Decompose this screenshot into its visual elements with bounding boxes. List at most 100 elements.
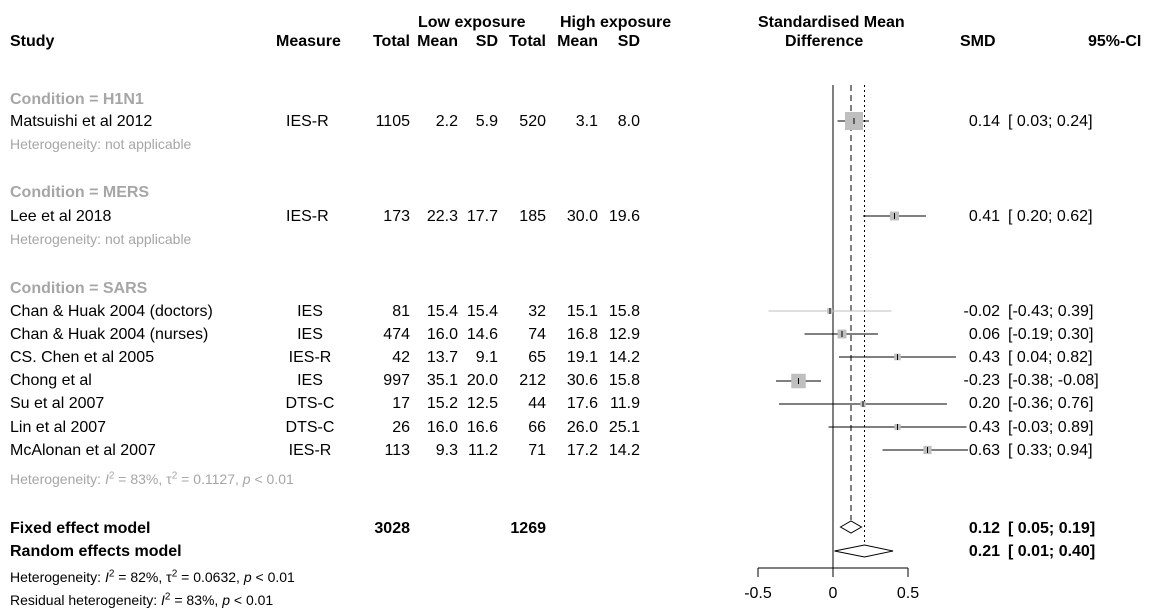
- study-ci: [-0.43; 0.39]: [1008, 303, 1094, 320]
- smd-title-line1: Standardised Mean: [758, 14, 905, 31]
- study-mean-low: 16.0: [426, 419, 458, 436]
- smd-header: SMD: [960, 33, 996, 50]
- high-exposure-header: High exposure: [560, 14, 672, 31]
- overall-heterogeneity: Heterogeneity: I2 = 82%, τ2 = 0.0632, p …: [10, 568, 295, 585]
- group-label-mers: Condition = MERS: [10, 184, 150, 201]
- study-ci: [-0.36; 0.76]: [1008, 395, 1094, 412]
- study-measure: IES-R: [288, 349, 332, 366]
- study-sd-low: 14.6: [466, 326, 498, 343]
- ci-header: 95%-CI: [1088, 33, 1142, 50]
- study-sd-low: 20.0: [466, 372, 498, 389]
- study-total-high: 520: [519, 113, 546, 130]
- study-total-low: 173: [383, 208, 410, 225]
- study-sd-high: 14.2: [608, 349, 640, 366]
- group-label-sars: Condition = SARS: [10, 280, 148, 297]
- study-mean-low: 15.4: [426, 303, 458, 320]
- study-ci: [ 0.33; 0.94]: [1008, 442, 1093, 459]
- study-total-low: 26: [392, 419, 410, 436]
- study-mean-low: 9.3: [435, 442, 458, 459]
- study-sd-low: 9.1: [475, 349, 498, 366]
- study-mean-low: 22.3: [426, 208, 458, 225]
- study-total-low: 474: [383, 326, 410, 343]
- study-name: Lin et al 2007: [10, 419, 107, 436]
- study-mean-high: 30.0: [566, 208, 598, 225]
- heterogeneity-mers: Heterogeneity: not applicable: [10, 231, 192, 247]
- fixed-total-low: 3028: [374, 520, 410, 537]
- study-smd: -0.02: [963, 303, 1000, 320]
- study-sd-high: 14.2: [608, 442, 640, 459]
- study-sd-low: 16.6: [466, 419, 498, 436]
- study-total-high: 185: [519, 208, 546, 225]
- sd-header-low: SD: [475, 33, 498, 50]
- study-measure: IES-R: [286, 113, 329, 130]
- mean-header-low: Mean: [417, 33, 458, 50]
- study-smd: 0.63: [968, 442, 1000, 459]
- study-name: CS. Chen et al 2005: [10, 349, 155, 366]
- study-total-high: 65: [528, 349, 546, 366]
- study-mean-high: 15.1: [566, 303, 598, 320]
- study-total-low: 997: [383, 372, 410, 389]
- study-total-low: 1105: [375, 113, 410, 130]
- study-name: Chong et al: [10, 372, 92, 389]
- study-smd: 0.14: [968, 113, 1000, 130]
- study-total-low: 81: [392, 303, 410, 320]
- study-measure: DTS-C: [285, 395, 335, 412]
- study-mean-low: 16.0: [426, 326, 458, 343]
- study-sd-high: 19.6: [608, 208, 640, 225]
- fixed-effect-label: Fixed effect model: [10, 520, 151, 537]
- fixed-ci: [ 0.05; 0.19]: [1008, 520, 1096, 537]
- study-measure: IES: [297, 303, 323, 320]
- study-smd: 0.20: [968, 395, 1000, 412]
- mean-header-high: Mean: [557, 33, 598, 50]
- study-sd-high: 15.8: [608, 372, 640, 389]
- study-total-high: 32: [528, 303, 546, 320]
- study-total-high: 212: [519, 372, 546, 389]
- study-ci: [-0.38; -0.08]: [1008, 372, 1099, 389]
- study-total-high: 71: [528, 442, 546, 459]
- fixed-total-high: 1269: [510, 520, 546, 537]
- study-header: Study: [10, 33, 55, 50]
- study-mean-low: 15.2: [426, 395, 458, 412]
- x-tick-label: 0.5: [897, 585, 919, 602]
- low-exposure-header: Low exposure: [418, 14, 526, 31]
- study-sd-low: 5.9: [475, 113, 498, 130]
- study-name: Chan & Huak 2004 (nurses): [10, 326, 209, 343]
- study-mean-high: 17.6: [566, 395, 598, 412]
- study-sd-low: 12.5: [466, 395, 498, 412]
- study-sd-low: 11.2: [468, 442, 498, 459]
- study-total-high: 74: [528, 326, 546, 343]
- study-measure: DTS-C: [285, 419, 335, 436]
- x-tick-label: 0: [829, 585, 838, 602]
- x-tick-label: -0.5: [744, 585, 772, 602]
- random-smd: 0.21: [968, 543, 1000, 560]
- random-diamond: [834, 544, 894, 558]
- heterogeneity-sars: Heterogeneity: I2 = 83%, τ2 = 0.1127, p …: [10, 470, 294, 487]
- study-sd-high: 15.8: [608, 303, 640, 320]
- study-measure: IES-R: [288, 442, 332, 459]
- study-total-high: 66: [528, 419, 546, 436]
- study-smd: 0.06: [968, 326, 1000, 343]
- study-mean-high: 26.0: [566, 419, 598, 436]
- study-measure: IES: [297, 326, 323, 343]
- study-ci: [-0.19; 0.30]: [1008, 326, 1094, 343]
- study-smd: -0.23: [963, 372, 1000, 389]
- study-measure: IES: [297, 372, 323, 389]
- study-sd-high: 25.1: [608, 419, 640, 436]
- study-name: Lee et al 2018: [10, 208, 112, 225]
- study-total-low: 17: [392, 395, 410, 412]
- study-ci: [ 0.03; 0.24]: [1008, 113, 1093, 130]
- random-effects-label: Random effects model: [10, 543, 182, 560]
- study-mean-high: 19.1: [566, 349, 598, 366]
- study-mean-high: 3.1: [575, 113, 598, 130]
- study-sd-high: 11.9: [610, 395, 640, 412]
- smd-title-line2: Difference: [785, 33, 864, 50]
- total-header-high: Total: [508, 33, 546, 50]
- study-smd: 0.43: [968, 419, 1000, 436]
- study-sd-high: 12.9: [608, 326, 640, 343]
- study-total-low: 113: [384, 442, 410, 459]
- residual-heterogeneity: Residual heterogeneity: I2 = 83%, p < 0.…: [10, 591, 274, 608]
- study-name: Matsuishi et al 2012: [10, 113, 153, 130]
- group-label-h1n1: Condition = H1N1: [10, 91, 144, 108]
- fixed-diamond: [839, 520, 863, 534]
